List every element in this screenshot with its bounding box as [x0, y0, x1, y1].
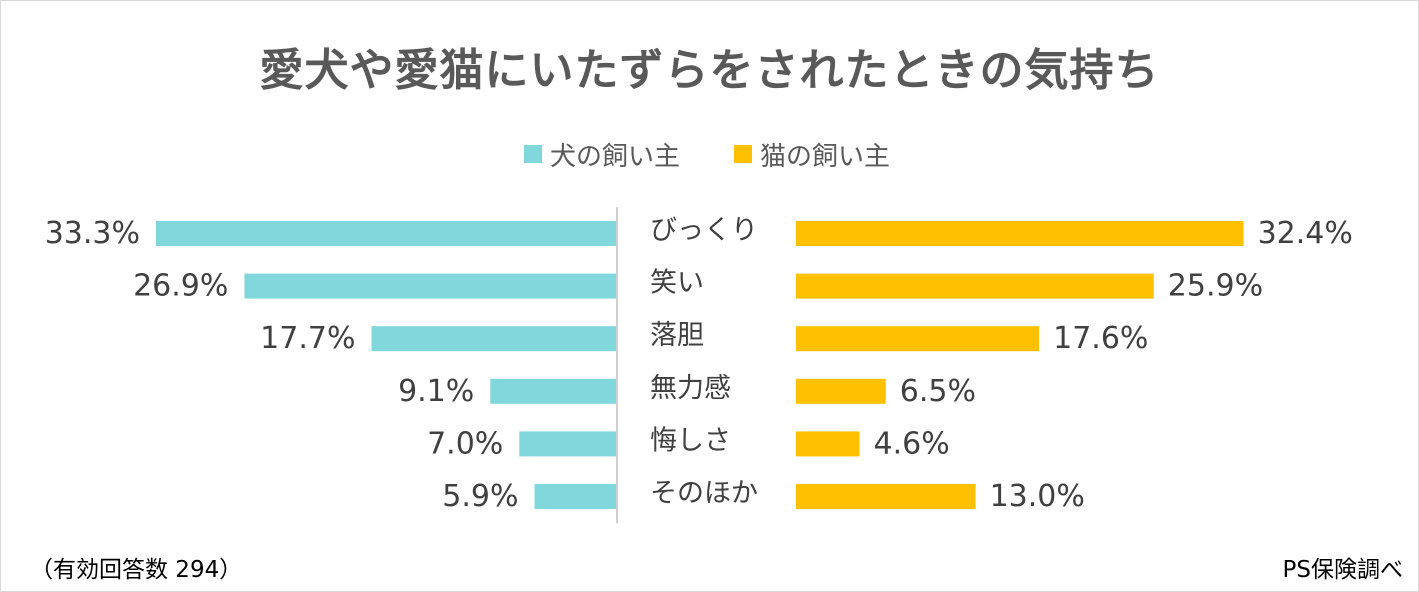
category-label: そのほか [650, 478, 758, 509]
dog-bar [371, 326, 616, 352]
dog-bar [244, 273, 617, 299]
dog-value-label: 7.0% [427, 426, 503, 461]
dog-bar [490, 378, 616, 404]
legend-cat-label: 猫の飼い主 [760, 141, 891, 172]
cat-bar [796, 326, 1040, 352]
cat-value-label: 17.6% [1053, 321, 1148, 356]
dog-value-label: 33.3% [45, 216, 140, 251]
category-label: 悔しさ [650, 425, 731, 456]
dog-value-label: 26.9% [133, 269, 228, 304]
dog-bar [156, 221, 616, 246]
category-label: 無力感 [650, 373, 731, 404]
cat-bar [796, 273, 1154, 299]
cat-bar [796, 221, 1244, 246]
cat-value-label: 25.9% [1168, 269, 1263, 304]
cat-value-label: 32.4% [1258, 216, 1353, 251]
chart-title: 愛犬や愛猫にいたずらをされたときの気持ち [259, 45, 1160, 96]
category-label: びっくり [650, 215, 758, 246]
legend-dog-label: 犬の飼い主 [550, 141, 681, 172]
cat-bar [796, 484, 976, 509]
dog-bar [534, 484, 616, 509]
cat-value-label: 6.5% [900, 374, 976, 409]
respondent-count-note: （有効回答数 294） [30, 557, 243, 583]
legend-dog: 犬の飼い主 [524, 137, 681, 172]
dog-bar [519, 431, 616, 457]
source-credit: PS保険調べ [1282, 557, 1403, 583]
cat-value-label: 4.6% [874, 426, 950, 461]
dog-value-label: 9.1% [398, 374, 474, 409]
dog-value-label: 5.9% [442, 479, 518, 514]
cat-value-label: 13.0% [990, 479, 1085, 514]
legend-cat: 猫の飼い主 [734, 137, 891, 172]
cat-bar [796, 378, 886, 404]
cat-bar [796, 431, 860, 457]
category-label: 笑い [650, 268, 704, 299]
dog-value-label: 17.7% [260, 321, 355, 356]
legend-dog-swatch [524, 145, 542, 163]
legend-cat-swatch [734, 145, 752, 163]
category-label: 落胆 [650, 320, 704, 351]
